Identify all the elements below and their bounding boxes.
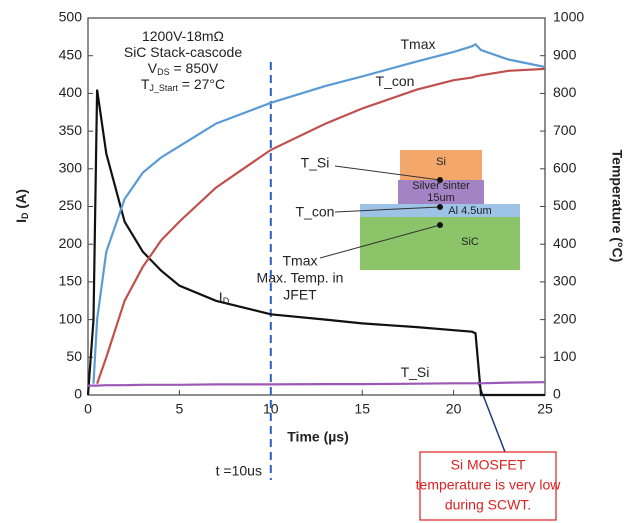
condition-text-rest: = 27°C bbox=[178, 76, 225, 92]
probe-dot bbox=[437, 177, 443, 183]
y-tick-label: 500 bbox=[59, 9, 83, 25]
probe-label: Max. Temp. in bbox=[257, 270, 344, 286]
inset-label: SiC bbox=[461, 236, 479, 248]
condition-text-sub: J_Start bbox=[149, 83, 178, 93]
y-axis-label-sub: D bbox=[20, 212, 30, 219]
series-line bbox=[92, 43, 546, 384]
y2-tick-label: 600 bbox=[553, 160, 577, 176]
probe-line bbox=[319, 224, 441, 259]
y-tick-label: 450 bbox=[59, 46, 83, 62]
y2-tick-label: 300 bbox=[553, 273, 577, 289]
condition-text: TJ_Start = 27°C bbox=[141, 76, 225, 94]
y-axis-label-rest: (A) bbox=[13, 189, 29, 212]
y2-tick-label: 1000 bbox=[553, 9, 584, 25]
x-tick-label: 5 bbox=[176, 401, 184, 417]
probe-line bbox=[334, 165, 441, 181]
probe-line bbox=[334, 206, 441, 213]
x-tick-label: 20 bbox=[446, 401, 462, 417]
probe-dot bbox=[437, 222, 443, 228]
y-tick-label: 300 bbox=[59, 160, 83, 176]
x-tick-label: 10 bbox=[263, 401, 279, 417]
callout-box bbox=[419, 451, 557, 521]
si-layer bbox=[400, 150, 482, 180]
y-axis-label: ID (A) bbox=[13, 189, 31, 223]
y-tick-label: 50 bbox=[66, 348, 82, 364]
y2-tick-label: 700 bbox=[553, 122, 577, 138]
callout-line bbox=[477, 381, 506, 453]
x-axis-label: Time (µs) bbox=[287, 429, 349, 445]
series-label: T_Si bbox=[401, 364, 430, 380]
x-tick-label: 25 bbox=[537, 401, 553, 417]
condition-text: VDS = 850V bbox=[148, 60, 219, 78]
inset-label: 15um bbox=[427, 192, 455, 204]
inset-label: Al 4.5um bbox=[448, 205, 491, 217]
y-tick-label: 350 bbox=[59, 122, 83, 138]
y-tick-label: 0 bbox=[74, 386, 82, 402]
probe-label: JFET bbox=[283, 287, 317, 303]
probe-label: Tmax bbox=[283, 253, 318, 269]
series-label-main: I bbox=[219, 289, 223, 305]
x-tick-label: 0 bbox=[84, 401, 92, 417]
condition-text-main: T bbox=[141, 76, 150, 92]
callout-text: Si MOSFET bbox=[451, 457, 526, 473]
y2-tick-label: 400 bbox=[553, 235, 577, 251]
series-label-main: T_con bbox=[376, 73, 415, 89]
al-layer bbox=[360, 204, 520, 217]
inset-label: Si bbox=[436, 156, 446, 168]
condition-text-sub: DS bbox=[157, 67, 170, 77]
y2-axis-label: Temperature (°C) bbox=[609, 150, 625, 263]
series-label: ID bbox=[219, 289, 230, 307]
y2-tick-label: 100 bbox=[553, 348, 577, 364]
probe-label: T_con bbox=[296, 204, 335, 220]
probe-dot bbox=[437, 204, 443, 210]
sinter-layer bbox=[398, 180, 484, 204]
series-label: T_con bbox=[376, 73, 415, 89]
y2-tick-label: 800 bbox=[553, 84, 577, 100]
series-label: Tmax bbox=[401, 36, 436, 52]
series-line bbox=[88, 381, 546, 387]
x-tick-label: 15 bbox=[354, 401, 370, 417]
condition-text-rest: = 850V bbox=[170, 60, 219, 76]
time-marker-label: t =10us bbox=[216, 463, 262, 479]
y-tick-label: 400 bbox=[59, 84, 83, 100]
series-line bbox=[86, 89, 545, 397]
y2-tick-label: 0 bbox=[553, 386, 561, 402]
condition-text-main: 1200V-18mΩ bbox=[142, 28, 224, 44]
y-tick-label: 200 bbox=[59, 235, 83, 251]
condition-text-main: SiC Stack-cascode bbox=[124, 44, 242, 60]
callout-text: during SCWT. bbox=[445, 497, 531, 513]
callout-text: temperature is very low bbox=[416, 477, 562, 493]
series-label-sub: D bbox=[223, 296, 230, 306]
condition-text: SiC Stack-cascode bbox=[124, 44, 242, 60]
series-label-main: Tmax bbox=[401, 36, 436, 52]
y-tick-label: 250 bbox=[59, 197, 83, 213]
y2-tick-label: 900 bbox=[553, 46, 577, 62]
y2-tick-label: 200 bbox=[553, 310, 577, 326]
y-axis-label-main: I bbox=[13, 219, 29, 223]
series-label-main: T_Si bbox=[401, 364, 430, 380]
condition-text: 1200V-18mΩ bbox=[142, 28, 224, 44]
inset-label: Silver sinter bbox=[412, 180, 470, 192]
probe-label: T_Si bbox=[301, 155, 330, 171]
y2-tick-label: 500 bbox=[553, 197, 577, 213]
y-tick-label: 100 bbox=[59, 310, 83, 326]
condition-text-main: V bbox=[148, 60, 158, 76]
y-tick-label: 150 bbox=[59, 273, 83, 289]
series-line bbox=[96, 67, 546, 385]
